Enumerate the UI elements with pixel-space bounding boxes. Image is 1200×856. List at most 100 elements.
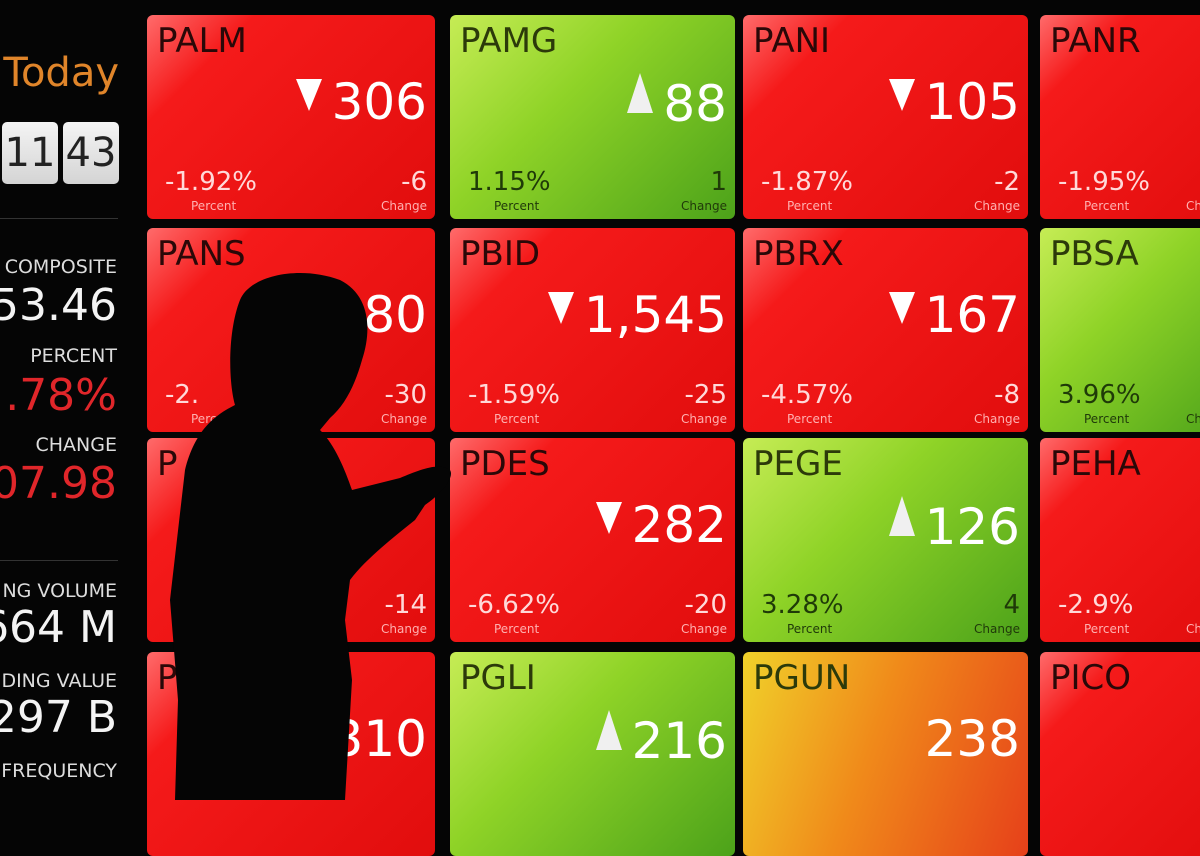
stock-tile-pamg: PAMG 88 1.15% 1 Percent Change	[450, 15, 735, 219]
ticker: PICO	[1050, 658, 1132, 698]
arrow-down-icon	[595, 502, 622, 534]
point-change: 1	[710, 167, 727, 197]
person-silhouette	[0, 0, 1200, 800]
ticker: PEGE	[753, 444, 843, 484]
percent-caption: Percent	[494, 199, 540, 213]
change-caption: Change	[974, 199, 1020, 213]
price-value: 88	[663, 75, 727, 133]
change-value: 07.98	[0, 458, 117, 509]
percent-value: .78%	[5, 370, 117, 421]
percent-change: 1.15%	[468, 167, 551, 197]
percent-caption: Percent	[494, 412, 540, 426]
change-caption: Change	[681, 622, 727, 636]
price-value: 80	[363, 286, 427, 344]
price-value: 167	[924, 286, 1020, 344]
price: 80	[363, 286, 427, 344]
point-change: 4	[1003, 590, 1020, 620]
point-change: -30	[384, 380, 427, 410]
change-caption: Change	[1186, 199, 1200, 213]
price-value: 126	[924, 498, 1020, 556]
ticker: PBID	[460, 234, 541, 274]
change-caption: Change	[381, 199, 427, 213]
composite-label: COMPOSITE	[4, 256, 117, 278]
percent-caption: Percent	[787, 622, 833, 636]
stock-tile-pbsa: PBSA 3.96% Percent Change	[1040, 228, 1200, 432]
ticker: PANI	[753, 21, 831, 61]
ticker: PDES	[460, 444, 550, 484]
percent-change: 3.96%	[1058, 380, 1141, 410]
percent-change: -4.57%	[761, 380, 853, 410]
ticker: PEHA	[1050, 444, 1141, 484]
change-caption: Change	[1186, 412, 1200, 426]
stock-tile-pbid: PBID 1,545 -1.59% -25 Percent Change	[450, 228, 735, 432]
ticker: PBSA	[1050, 234, 1139, 274]
price: 306	[295, 73, 427, 131]
clock-minutes: 43	[63, 122, 119, 184]
arrow-down-icon	[547, 292, 574, 324]
today-label: Today	[3, 50, 119, 96]
price: 282	[595, 496, 727, 554]
clock-hours: 11	[2, 122, 58, 184]
price: 1,545	[547, 286, 727, 344]
price-value: 306	[331, 73, 427, 131]
stock-tile-peha: PEHA 1 -2.9% Percent Change	[1040, 438, 1200, 642]
price: 126	[888, 496, 1020, 556]
change-caption: Change	[381, 622, 427, 636]
change-caption: Change	[681, 199, 727, 213]
percent-change: 3.28%	[761, 590, 844, 620]
percent-caption: Percent	[1084, 199, 1130, 213]
price-value: 282	[631, 496, 727, 554]
point-change: -14	[384, 590, 427, 620]
arrow-down-icon	[295, 79, 322, 111]
percent-change: -6.62%	[468, 590, 560, 620]
value-label: DING VALUE	[1, 670, 117, 692]
change-caption: Change	[974, 622, 1020, 636]
percent-caption: Percent	[191, 199, 237, 213]
percent-caption: Percent	[494, 622, 540, 636]
percent-change: -1.95%	[1058, 167, 1150, 197]
price: 167	[888, 286, 1020, 344]
price: 216	[595, 710, 727, 770]
arrow-up-icon	[888, 496, 915, 536]
ticker: P	[157, 444, 178, 484]
price: 105	[888, 73, 1020, 131]
percent-caption: Percent	[787, 199, 833, 213]
point-change: -25	[684, 380, 727, 410]
stock-tile-pani: PANI 105 -1.87% -2 Percent Change	[743, 15, 1028, 219]
ticker: PANR	[1050, 21, 1141, 61]
volume-label: NG VOLUME	[2, 580, 117, 602]
percent-caption: Percent	[1084, 412, 1130, 426]
price: 88	[627, 73, 727, 133]
price-value: 238	[924, 710, 1020, 768]
point-change: -6	[401, 167, 427, 197]
stock-tile-pege: PEGE 126 3.28% 4 Percent Change	[743, 438, 1028, 642]
arrow-down-icon	[888, 79, 915, 111]
change-label: CHANGE	[35, 434, 118, 456]
point-change: -8	[994, 380, 1020, 410]
value-value: ,297 B	[0, 692, 117, 743]
composite-value: 53.46	[0, 280, 117, 331]
stock-tile-pdes: PDES 282 -6.62% -20 Percent Change	[450, 438, 735, 642]
ticker: PGLI	[460, 658, 536, 698]
divider	[0, 218, 118, 219]
percent-change: -1.92%	[165, 167, 257, 197]
stock-tile-palm: PALM 306 -1.92% -6 Percent Change	[147, 15, 435, 219]
percent-caption: Percent	[787, 412, 833, 426]
ticker: PGUN	[753, 658, 851, 698]
frequency-label: FREQUENCY	[1, 760, 117, 782]
price-value: 216	[631, 712, 727, 770]
arrow-up-icon	[627, 73, 654, 113]
ticker: PANS	[157, 234, 246, 274]
divider	[0, 560, 118, 561]
stock-tile-pbrx: PBRX 167 -4.57% -8 Percent Change	[743, 228, 1028, 432]
index-summary-panel: Today 11 43 COMPOSITE 53.46 PERCENT .78%…	[0, 0, 125, 800]
price: 238	[925, 710, 1020, 768]
percent-change: -2.	[165, 380, 200, 410]
price-value: 105	[924, 73, 1020, 131]
percent-change: -1.59%	[468, 380, 560, 410]
percent-change: -1.87%	[761, 167, 853, 197]
percent-label: PERCENT	[30, 345, 117, 367]
point-change: -20	[684, 590, 727, 620]
percent-change: -2.9%	[1058, 590, 1134, 620]
stock-tile-panr: PANR -1.95% Percent Change	[1040, 15, 1200, 219]
